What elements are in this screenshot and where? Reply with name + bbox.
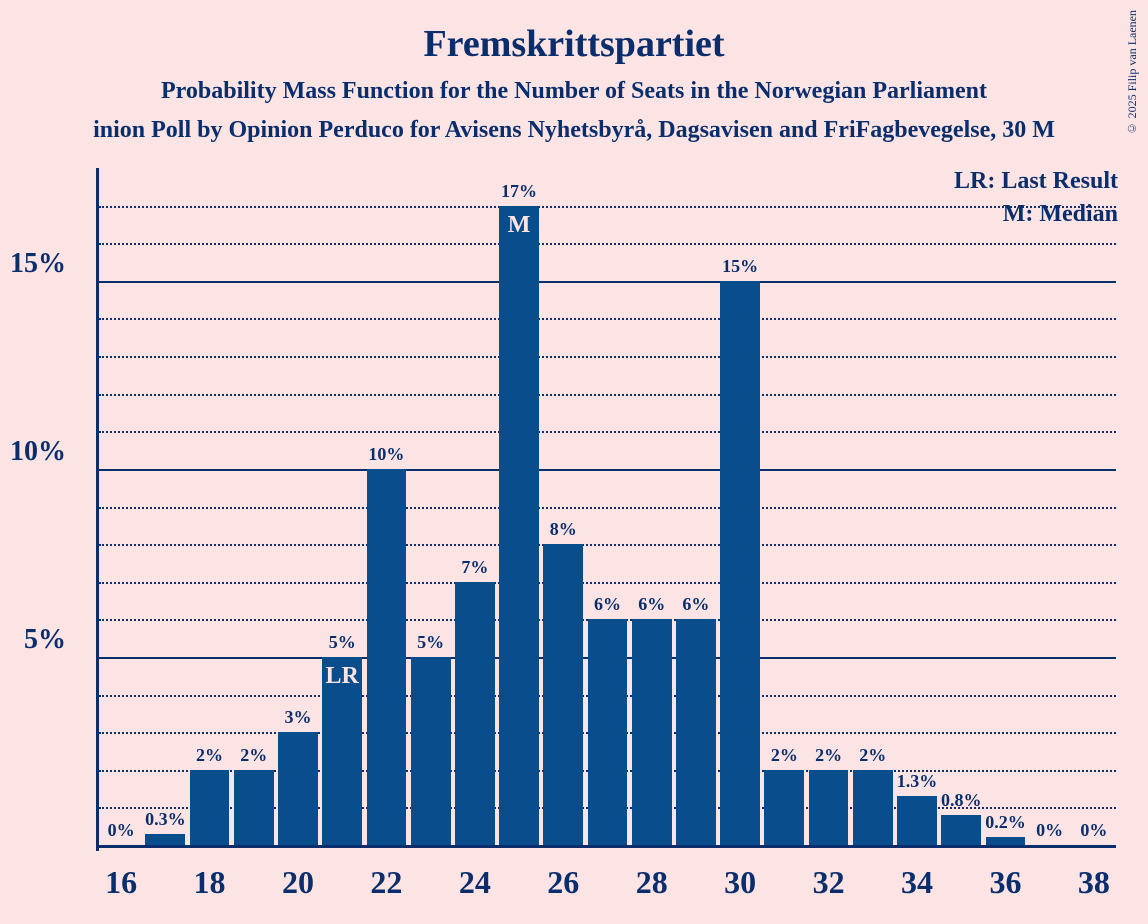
bar-value-label: 8%: [550, 519, 577, 540]
bar-value-label: 7%: [461, 557, 488, 578]
bar-value-label: 15%: [722, 256, 758, 277]
bar-value-label: 0.3%: [145, 809, 186, 830]
bar-value-label: 2%: [815, 745, 842, 766]
bars-group: 0%0.3%2%2%3%5%LR10%5%7%17%M8%6%6%6%15%2%…: [99, 168, 1116, 845]
bar-value-label: 0.2%: [985, 812, 1026, 833]
y-tick-label: 5%: [24, 624, 66, 656]
bar-value-label: 17%: [501, 181, 537, 202]
bar: 2%: [809, 770, 849, 845]
bar: 6%: [632, 619, 672, 845]
bar: 10%: [367, 469, 407, 845]
bar: 2%: [190, 770, 230, 845]
bar-value-label: 6%: [682, 594, 709, 615]
x-tick-label: 34: [901, 864, 933, 901]
bar: 1.3%: [897, 796, 937, 845]
chart-plot-area: 5%10%15% 0%0.3%2%2%3%5%LR10%5%7%17%M8%6%…: [96, 168, 1116, 848]
bar: 5%: [411, 657, 451, 845]
bar: 0.8%: [941, 815, 981, 845]
bar-value-label: 3%: [284, 707, 311, 728]
bar: 6%: [676, 619, 716, 845]
bar-value-label: 2%: [196, 745, 223, 766]
x-tick-label: 24: [459, 864, 491, 901]
x-tick-label: 28: [636, 864, 668, 901]
x-tick-label: 38: [1078, 864, 1110, 901]
x-tick-label: 18: [194, 864, 226, 901]
bar: 0.3%: [145, 834, 185, 845]
bar: 17%M: [499, 206, 539, 845]
y-tick-label: 10%: [10, 436, 66, 468]
bar: 0.2%: [986, 837, 1026, 845]
bar-value-label: 2%: [771, 745, 798, 766]
bar: 15%: [720, 281, 760, 845]
bar-value-label: 2%: [859, 745, 886, 766]
copyright-notice: © 2025 Filip van Laenen: [1125, 10, 1140, 135]
bar-value-label: 5%: [329, 632, 356, 653]
bar: 7%: [455, 582, 495, 845]
x-axis-line: [96, 845, 1116, 848]
y-tick-label: 15%: [10, 248, 66, 280]
bar-value-label: 0%: [108, 820, 135, 841]
x-tick-label: 22: [370, 864, 402, 901]
bar-value-label: 1.3%: [897, 771, 938, 792]
bar: 6%: [588, 619, 628, 845]
bar-marker-label: LR: [326, 663, 359, 690]
bar-value-label: 0%: [1036, 820, 1063, 841]
bar-value-label: 2%: [240, 745, 267, 766]
bar-marker-label: M: [508, 212, 531, 239]
x-tick-label: 32: [813, 864, 845, 901]
x-tick-label: 30: [724, 864, 756, 901]
chart-title: Fremskrittspartiet: [0, 0, 1148, 66]
bar: 2%: [764, 770, 804, 845]
chart-container: © 2025 Filip van Laenen Fremskrittsparti…: [0, 0, 1148, 924]
bar-value-label: 6%: [594, 594, 621, 615]
bar: 8%: [543, 544, 583, 845]
poll-info: inion Poll by Opinion Perduco for Avisen…: [0, 117, 1148, 144]
bar-value-label: 10%: [368, 444, 404, 465]
x-tick-label: 16: [105, 864, 137, 901]
bar-value-label: 0%: [1080, 820, 1107, 841]
bar: 3%: [278, 732, 318, 845]
bar: 2%: [853, 770, 893, 845]
x-tick-label: 26: [547, 864, 579, 901]
bar-value-label: 6%: [638, 594, 665, 615]
bar-value-label: 0.8%: [941, 790, 982, 811]
x-tick-label: 36: [989, 864, 1021, 901]
bar-value-label: 5%: [417, 632, 444, 653]
chart-subtitle: Probability Mass Function for the Number…: [0, 78, 1148, 105]
bar: 2%: [234, 770, 274, 845]
x-tick-label: 20: [282, 864, 314, 901]
bar: 5%LR: [322, 657, 362, 845]
